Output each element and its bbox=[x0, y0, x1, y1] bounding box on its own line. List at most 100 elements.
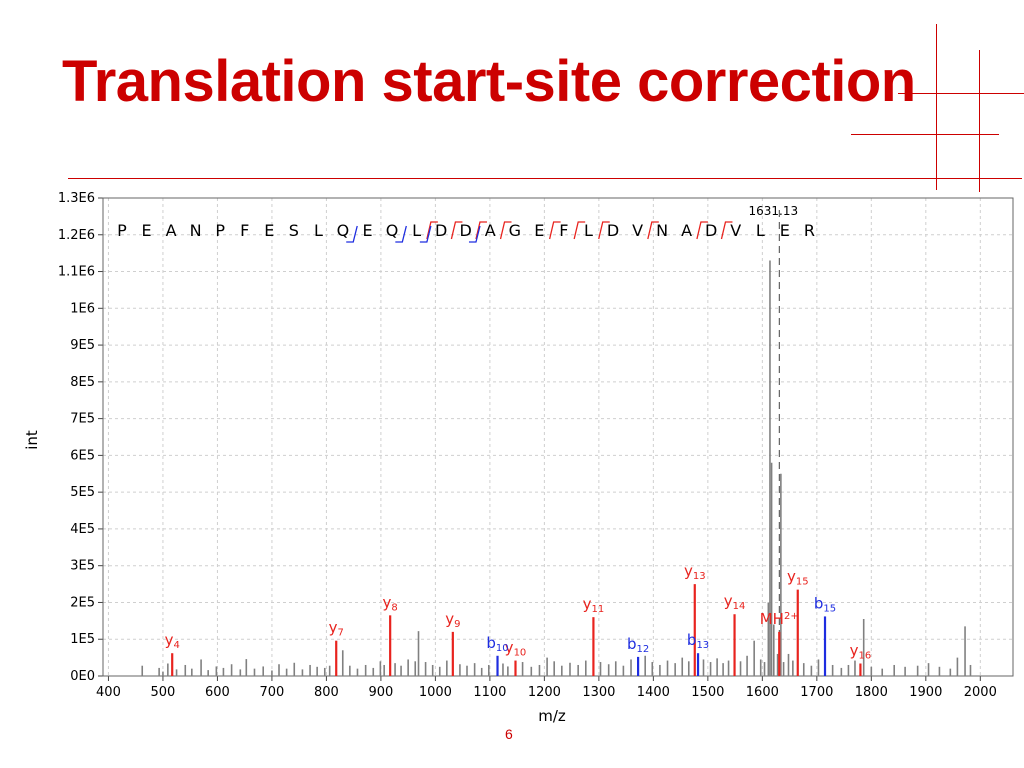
peptide-residue: F bbox=[559, 221, 568, 240]
y-tick-label: 4E5 bbox=[70, 522, 95, 537]
b-ion-marker bbox=[468, 225, 481, 243]
peptide-residue: N bbox=[656, 221, 668, 240]
ion-index: 2+ bbox=[784, 611, 799, 622]
b-ion-marker bbox=[346, 225, 358, 243]
peptide-residue: E bbox=[780, 221, 790, 240]
peptide-residue: D bbox=[460, 221, 472, 240]
b-ion-label: b10 bbox=[486, 634, 508, 654]
x-tick-label: 700 bbox=[260, 685, 285, 700]
ion-index: 10 bbox=[514, 648, 527, 659]
peptide-residue: P bbox=[215, 221, 225, 240]
precursor-ion-label: MH2+ bbox=[760, 610, 799, 628]
b-ion-label: b15 bbox=[814, 594, 836, 614]
ion-index: 4 bbox=[173, 640, 179, 651]
x-tick-label: 1200 bbox=[528, 685, 561, 700]
peptide-residue: G bbox=[509, 221, 521, 240]
x-tick-label: 400 bbox=[96, 685, 121, 700]
x-tick-label: 1600 bbox=[746, 685, 779, 700]
corner-horizontal-line-2 bbox=[851, 134, 999, 135]
x-tick-label: 2000 bbox=[964, 685, 997, 700]
y-ion-label: y13 bbox=[684, 562, 706, 582]
axes: 400 500 600 700 800 900 1000 1100 1200 1300 1400 15… bbox=[58, 191, 1014, 700]
x-tick-label: 1000 bbox=[419, 685, 452, 700]
peptide-residue: E bbox=[534, 221, 544, 240]
ion-index: 13 bbox=[696, 640, 709, 651]
peptide-residue: P bbox=[117, 221, 127, 240]
x-tick-label: 1500 bbox=[691, 685, 724, 700]
peptide-residue: D bbox=[705, 221, 717, 240]
x-tick-label: 1900 bbox=[909, 685, 942, 700]
y-ion-label: y14 bbox=[724, 592, 746, 612]
x-tick-label: 1400 bbox=[637, 685, 670, 700]
page-number: 6 bbox=[505, 726, 513, 742]
ion-index: 12 bbox=[637, 644, 650, 655]
y-tick-label: 1.1E6 bbox=[58, 265, 95, 280]
peptide-residue: V bbox=[632, 221, 643, 240]
y-ion-label: y11 bbox=[583, 595, 605, 615]
y-ion-marker bbox=[598, 221, 610, 240]
peptide-residue: A bbox=[681, 221, 692, 240]
peptide-residue: A bbox=[166, 221, 177, 240]
peptide-residue: F bbox=[240, 221, 249, 240]
title-underline bbox=[68, 178, 1022, 179]
ion-index: 9 bbox=[454, 619, 460, 630]
ion-index: 15 bbox=[796, 577, 809, 588]
y-ion-marker bbox=[647, 221, 659, 240]
x-tick-label: 800 bbox=[314, 685, 339, 700]
y-ion-marker bbox=[720, 221, 733, 240]
y-ion-label: y16 bbox=[850, 641, 872, 661]
y-tick-label: 5E5 bbox=[70, 485, 95, 500]
gridlines bbox=[103, 197, 1013, 677]
peptide-residue: L bbox=[584, 221, 593, 240]
peptide-residue: Q bbox=[386, 221, 399, 240]
y-tick-label: 6E5 bbox=[70, 448, 95, 463]
corner-vertical-line-1 bbox=[936, 24, 937, 190]
peptide-residue: Q bbox=[337, 221, 350, 240]
y-axis-label: int bbox=[23, 430, 41, 450]
x-tick-label: 900 bbox=[368, 685, 393, 700]
peptide-residue: A bbox=[485, 221, 496, 240]
precursor-label: 1631.13 bbox=[748, 204, 798, 218]
ion-index: 11 bbox=[591, 604, 604, 615]
y-tick-label: 1.2E6 bbox=[58, 228, 95, 243]
y-ion-label: y8 bbox=[383, 593, 398, 613]
y-tick-label: 9E5 bbox=[70, 338, 95, 353]
peptide-residue: N bbox=[190, 221, 202, 240]
x-tick-label: 500 bbox=[151, 685, 176, 700]
y-tick-label: 1E6 bbox=[70, 301, 95, 316]
peptide-residue: E bbox=[264, 221, 274, 240]
peaks bbox=[141, 260, 972, 676]
x-tick-label: 1300 bbox=[582, 685, 615, 700]
y-ion-marker bbox=[696, 221, 708, 240]
y-tick-label: 0E0 bbox=[70, 669, 95, 684]
peptide-residue: E bbox=[362, 221, 372, 240]
corner-horizontal-line-1 bbox=[898, 93, 1024, 94]
peptide-residue: L bbox=[756, 221, 765, 240]
ion-index: 16 bbox=[859, 650, 872, 661]
y-tick-label: 1E5 bbox=[70, 632, 95, 647]
ion-index: 15 bbox=[823, 603, 836, 614]
y-ion-marker bbox=[573, 221, 586, 240]
b-ion-marker bbox=[419, 225, 432, 243]
peptide-residue: D bbox=[607, 221, 619, 240]
x-tick-label: 1800 bbox=[855, 685, 888, 700]
peptide-residue: L bbox=[412, 221, 421, 240]
b-ion-label: b13 bbox=[687, 631, 709, 651]
y-ion-label: y4 bbox=[165, 631, 180, 651]
corner-vertical-line-2 bbox=[979, 50, 980, 192]
peptide-residue: S bbox=[289, 221, 299, 240]
y-tick-label: 1.3E6 bbox=[58, 191, 95, 206]
y-ion-marker bbox=[475, 221, 487, 240]
ion-index: 14 bbox=[733, 601, 746, 612]
y-ion-label: y7 bbox=[329, 619, 344, 639]
peptide-residue: D bbox=[435, 221, 447, 240]
plot-frame bbox=[102, 197, 1014, 677]
peptide-residue: E bbox=[141, 221, 151, 240]
ms-spectrum-chart: 400 500 600 700 800 900 1000 1100 1200 1300 1400 15… bbox=[23, 191, 1014, 725]
peptide-residue: R bbox=[804, 221, 815, 240]
x-tick-label: 600 bbox=[205, 685, 230, 700]
b-ion-marker bbox=[395, 225, 407, 243]
ion-index: 13 bbox=[693, 571, 706, 582]
x-tick-label: 1100 bbox=[473, 685, 506, 700]
